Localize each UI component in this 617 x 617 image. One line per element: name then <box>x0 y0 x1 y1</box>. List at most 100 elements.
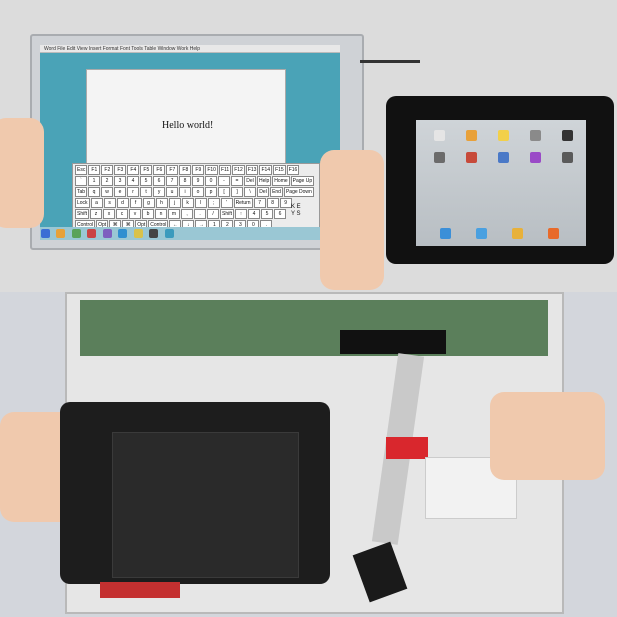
circuit-board <box>80 300 548 356</box>
key: a <box>90 198 103 208</box>
key: [ <box>218 187 231 197</box>
right-hand <box>320 150 384 290</box>
key: ; <box>207 198 220 208</box>
key: u <box>166 187 179 197</box>
key: v <box>129 209 142 219</box>
keyboard-row: Tab q w e r t y u i o p [ ] \ Del End Pa… <box>75 187 317 197</box>
ipod-icon <box>548 228 559 239</box>
cable <box>360 60 420 63</box>
key: m <box>168 209 181 219</box>
key: 7 <box>166 176 178 186</box>
key: Del <box>257 187 270 197</box>
key: F15 <box>273 165 286 175</box>
key: k <box>181 198 194 208</box>
key: 7 <box>253 198 266 208</box>
laptop-screen: Word File Edit View Insert Format Font T… <box>40 45 340 240</box>
app-icon <box>133 229 143 238</box>
key: Lock <box>75 198 90 208</box>
key: 8 <box>179 176 191 186</box>
key: , <box>181 209 194 219</box>
right-hand <box>490 392 605 480</box>
document-text: Hello world! <box>162 120 214 131</box>
contacts-icon <box>466 130 477 141</box>
key: 8 <box>266 198 279 208</box>
notes-icon <box>498 130 509 141</box>
key: 4 <box>127 176 139 186</box>
key: o <box>192 187 205 197</box>
app-icon <box>87 229 97 238</box>
red-tape <box>386 437 428 459</box>
key: l <box>194 198 207 208</box>
key: F16 <box>286 165 300 175</box>
key: x <box>103 209 116 219</box>
key: q <box>88 187 101 197</box>
bottom-photo <box>0 292 617 617</box>
key: - <box>218 176 230 186</box>
key: Del <box>244 176 256 186</box>
keyboard-row: Control Opt ⌘ ⌘ Opt Control ← ↓ → 1 2 3 … <box>75 220 317 230</box>
key: / <box>207 209 220 219</box>
key: ' <box>220 198 233 208</box>
key: n <box>155 209 168 219</box>
key: F3 <box>114 165 127 175</box>
keyboard-row: Shift z x c v b n m , . / Shift ↑ 4 5 6 <box>75 209 317 219</box>
left-hand <box>0 118 44 228</box>
key: Shift <box>75 209 90 219</box>
settings-icon <box>562 152 573 163</box>
youtube-icon <box>434 152 445 163</box>
key: F14 <box>259 165 273 175</box>
key: ↑ <box>235 209 248 219</box>
on-screen-keyboard: Esc F1 F2 F3 F4 F5 F6 F7 F8 F9 F10 F11 F… <box>72 163 320 231</box>
key: e <box>114 187 127 197</box>
key: g <box>142 198 155 208</box>
photos-icon <box>512 228 523 239</box>
key: r <box>127 187 140 197</box>
key: Esc <box>75 165 88 175</box>
app-store-icon <box>498 152 509 163</box>
videos-icon <box>562 130 573 141</box>
key: 0 <box>205 176 217 186</box>
key: F11 <box>218 165 232 175</box>
app-icon <box>71 229 81 238</box>
app-icon <box>56 229 66 238</box>
keyboard-row: Lock a s d f g h j k l ; ' Return 7 8 9 <box>75 198 317 208</box>
key: Page Up <box>290 176 315 186</box>
key: F10 <box>205 165 218 175</box>
key: j <box>168 198 181 208</box>
key: F8 <box>179 165 192 175</box>
key: 2 <box>101 176 113 186</box>
itunes-icon <box>466 152 477 163</box>
mail-icon <box>476 228 487 239</box>
key: 5 <box>140 176 152 186</box>
key: h <box>155 198 168 208</box>
calendar-icon <box>434 130 445 141</box>
key: = <box>231 176 243 186</box>
red-cable-bundle <box>100 582 180 598</box>
app-icon <box>118 229 128 238</box>
key: f <box>129 198 142 208</box>
key: F13 <box>245 165 259 175</box>
menu-bar: Word File Edit View Insert Format Font T… <box>40 45 340 53</box>
key: F9 <box>192 165 205 175</box>
key: End <box>270 187 283 197</box>
key: 1 <box>88 176 100 186</box>
key: ] <box>231 187 244 197</box>
key: F4 <box>127 165 140 175</box>
app-icon <box>149 229 159 238</box>
dock <box>40 227 340 240</box>
key: 5 <box>261 209 274 219</box>
key: c <box>116 209 129 219</box>
safari-icon <box>440 228 451 239</box>
key: b <box>142 209 155 219</box>
ipad-home-screen <box>416 120 586 246</box>
key: . <box>194 209 207 219</box>
key: 9 <box>192 176 204 186</box>
key: Page Down <box>283 187 314 197</box>
key: Help <box>257 176 272 186</box>
key: F1 <box>88 165 101 175</box>
key: F5 <box>140 165 153 175</box>
key: 9 <box>279 198 292 208</box>
key: t <box>140 187 153 197</box>
key: F2 <box>101 165 114 175</box>
key: F7 <box>166 165 179 175</box>
